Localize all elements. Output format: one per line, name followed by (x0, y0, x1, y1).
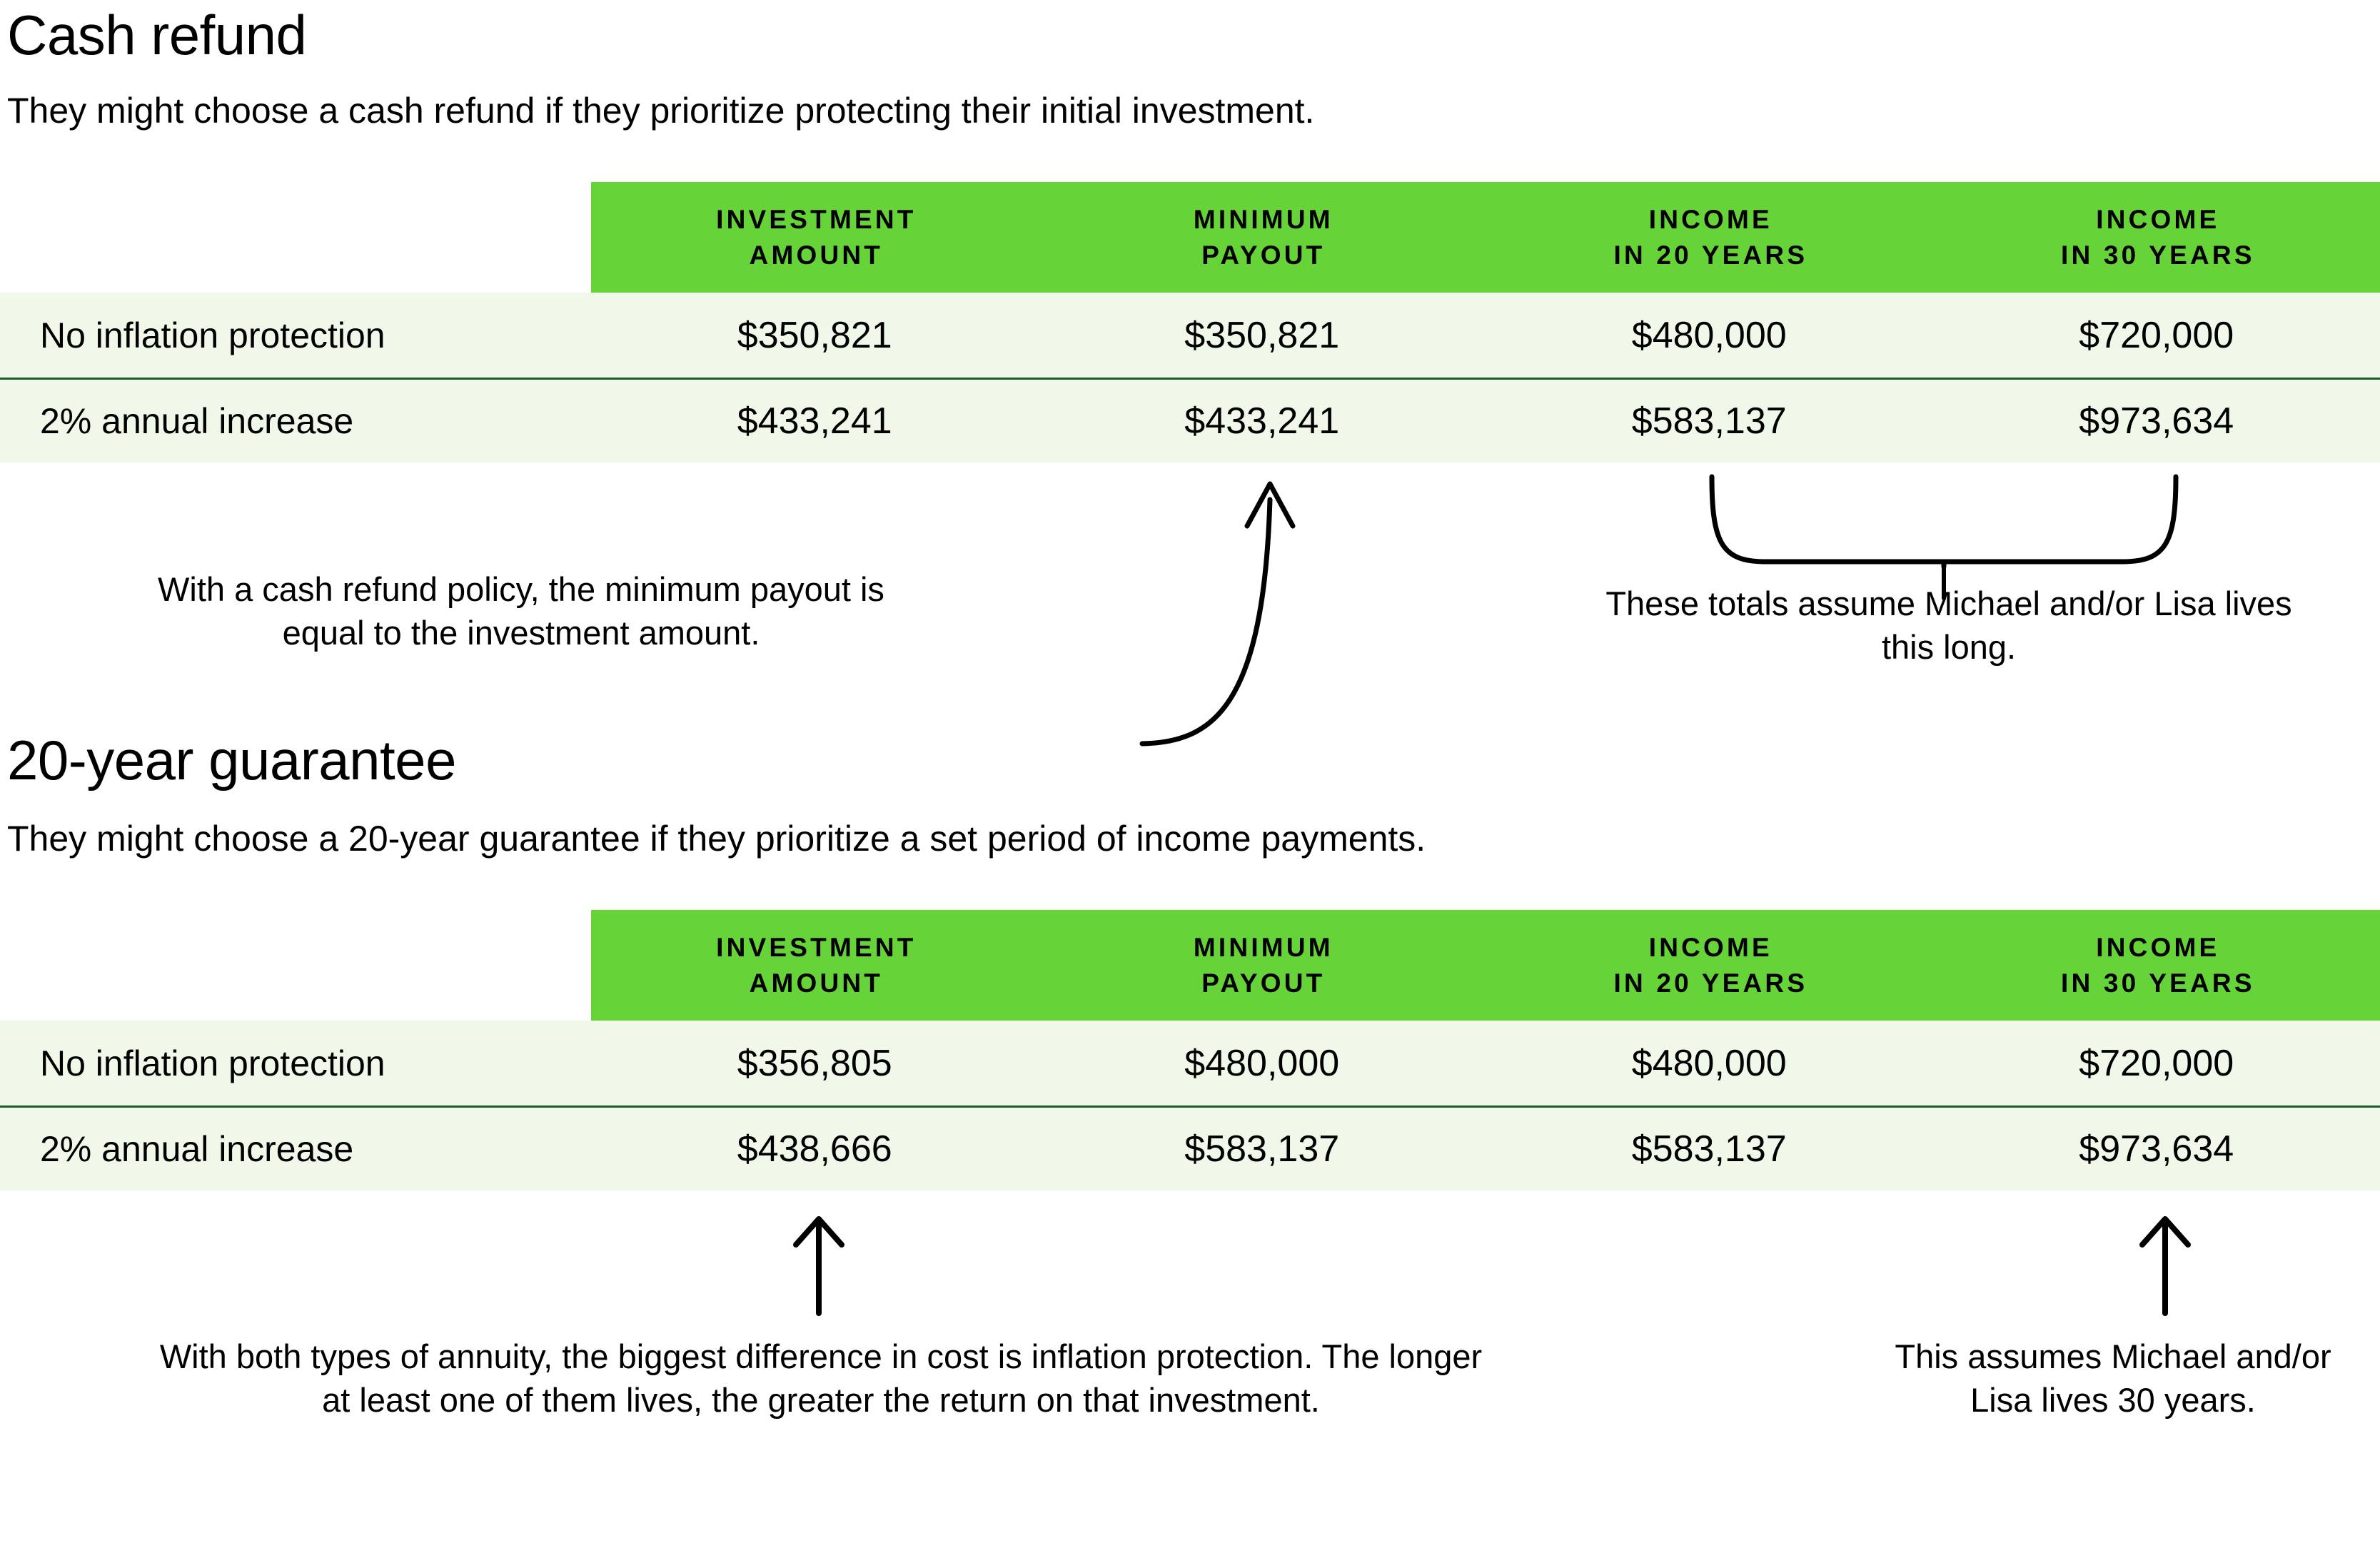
table-row: 2% annual increase $438,666 $583,137 $58… (0, 1106, 2380, 1190)
table-row: 2% annual increase $433,241 $433,241 $58… (0, 378, 2380, 462)
header-line-1: INCOME (1648, 932, 1773, 962)
up-arrow-to-investment-amount (793, 1216, 844, 1316)
cell-income-30-years: $720,000 (2079, 314, 2234, 356)
header-line-1: INVESTMENT (716, 204, 917, 234)
table-1-body: No inflation protection $350,821 $350,82… (0, 293, 2380, 462)
cell-income-20-years: $480,000 (1631, 1042, 1787, 1084)
header-line-2: AMOUNT (749, 240, 884, 270)
column-header-income-30-years: INCOME IN 30 YEARS (1933, 182, 2380, 293)
cell-minimum-payout: $480,000 (1184, 1042, 1340, 1084)
column-header-income-20-years: INCOME IN 20 YEARS (1486, 910, 1933, 1021)
table-row: No inflation protection $350,821 $350,82… (0, 293, 2380, 378)
header-line-1: INVESTMENT (716, 932, 917, 962)
cell-minimum-payout: $433,241 (1184, 400, 1340, 442)
cell-investment-amount: $350,821 (737, 314, 892, 356)
header-line-2: PAYOUT (1201, 240, 1326, 270)
section-2-title: 20-year guarantee (7, 729, 456, 791)
section-1-subtitle: They might choose a cash refund if they … (7, 91, 1315, 131)
cell-income-20-years: $480,000 (1631, 314, 1787, 356)
curved-arrow-to-minimum-payout (1139, 481, 1296, 747)
row-label: 2% annual increase (40, 1129, 354, 1169)
cell-income-30-years: $973,634 (2079, 400, 2234, 442)
header-line-1: MINIMUM (1193, 932, 1333, 962)
cell-income-20-years: $583,137 (1631, 1128, 1787, 1170)
column-header-investment-amount: INVESTMENT AMOUNT (591, 182, 1039, 293)
header-line-1: MINIMUM (1193, 204, 1333, 234)
cell-investment-amount: $433,241 (737, 400, 892, 442)
column-header-income-30-years: INCOME IN 30 YEARS (1933, 910, 2380, 1021)
header-line-1: INCOME (2096, 204, 2220, 234)
column-header-minimum-payout: MINIMUM PAYOUT (1039, 182, 1486, 293)
annotation-inflation-protection-cost: With both types of annuity, the biggest … (159, 1337, 1483, 1419)
table-2-body: No inflation protection $356,805 $480,00… (0, 1021, 2380, 1190)
cell-income-20-years: $583,137 (1631, 400, 1787, 442)
annotation-cash-refund-minimum-payout: With a cash refund policy, the minimum p… (158, 570, 884, 652)
cell-income-30-years: $720,000 (2079, 1042, 2234, 1084)
row-label: No inflation protection (40, 1043, 385, 1083)
header-line-2: PAYOUT (1201, 968, 1326, 998)
cell-investment-amount: $356,805 (737, 1042, 892, 1084)
up-arrow-to-income-30-years (2139, 1216, 2191, 1316)
header-line-2: IN 20 YEARS (1613, 240, 1808, 270)
row-label: 2% annual increase (40, 401, 354, 441)
column-header-minimum-payout: MINIMUM PAYOUT (1039, 910, 1486, 1021)
brace-over-income-columns (1709, 474, 2179, 567)
row-label: No inflation protection (40, 315, 385, 355)
annotation-cash-refund-life-expectancy: These totals assume Michael and/or Lisa … (1605, 585, 2292, 666)
header-line-2: IN 20 YEARS (1613, 968, 1808, 998)
section-1-title: Cash refund (7, 4, 307, 66)
column-header-income-20-years: INCOME IN 20 YEARS (1486, 182, 1933, 293)
cell-minimum-payout: $350,821 (1184, 314, 1340, 356)
cell-investment-amount: $438,666 (737, 1128, 892, 1170)
header-line-2: IN 30 YEARS (2060, 968, 2255, 998)
table-1-header-row: INVESTMENT AMOUNT MINIMUM PAYOUT INCOME … (591, 182, 2380, 293)
header-line-1: INCOME (2096, 932, 2220, 962)
table-2-header-row: INVESTMENT AMOUNT MINIMUM PAYOUT INCOME … (591, 910, 2380, 1021)
header-line-1: INCOME (1648, 204, 1773, 234)
header-line-2: IN 30 YEARS (2060, 240, 2255, 270)
cell-income-30-years: $973,634 (2079, 1128, 2234, 1170)
cell-minimum-payout: $583,137 (1184, 1128, 1340, 1170)
header-line-2: AMOUNT (749, 968, 884, 998)
column-header-investment-amount: INVESTMENT AMOUNT (591, 910, 1039, 1021)
table-row: No inflation protection $356,805 $480,00… (0, 1021, 2380, 1106)
annotation-30-year-assumption: This assumes Michael and/or Lisa lives 3… (1895, 1337, 2331, 1419)
section-2-subtitle: They might choose a 20-year guarantee if… (7, 819, 1426, 859)
